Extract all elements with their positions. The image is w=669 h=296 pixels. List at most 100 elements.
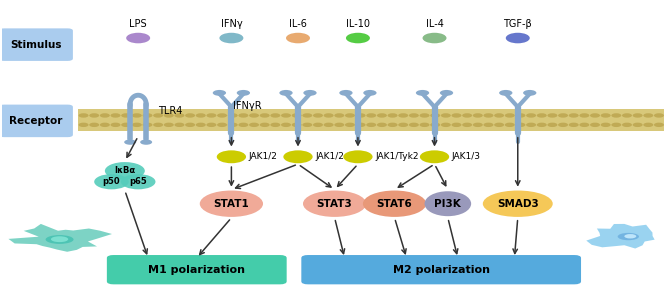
Ellipse shape bbox=[617, 233, 639, 240]
Circle shape bbox=[505, 113, 514, 118]
Circle shape bbox=[302, 113, 312, 118]
Circle shape bbox=[409, 113, 419, 118]
Circle shape bbox=[452, 113, 462, 118]
Circle shape bbox=[100, 123, 110, 127]
Circle shape bbox=[121, 123, 131, 127]
Circle shape bbox=[142, 113, 153, 118]
Circle shape bbox=[292, 113, 302, 118]
Circle shape bbox=[303, 90, 316, 96]
Circle shape bbox=[207, 123, 216, 127]
Circle shape bbox=[409, 123, 419, 127]
Circle shape bbox=[260, 123, 270, 127]
Circle shape bbox=[249, 123, 259, 127]
Polygon shape bbox=[586, 224, 655, 249]
Ellipse shape bbox=[45, 235, 74, 244]
Circle shape bbox=[387, 123, 397, 127]
Circle shape bbox=[217, 123, 227, 127]
Text: IFNγ: IFNγ bbox=[221, 19, 242, 29]
Circle shape bbox=[153, 113, 163, 118]
Circle shape bbox=[601, 123, 611, 127]
Circle shape bbox=[537, 113, 547, 118]
Text: JAK1/2: JAK1/2 bbox=[249, 152, 278, 161]
Circle shape bbox=[142, 123, 153, 127]
Text: IFNγR: IFNγR bbox=[233, 101, 262, 111]
Text: M1 polarization: M1 polarization bbox=[149, 265, 246, 275]
Circle shape bbox=[579, 113, 589, 118]
Text: STAT6: STAT6 bbox=[377, 199, 412, 209]
Circle shape bbox=[537, 123, 547, 127]
Text: Receptor: Receptor bbox=[9, 116, 62, 126]
Circle shape bbox=[579, 123, 589, 127]
Circle shape bbox=[121, 113, 131, 118]
Circle shape bbox=[356, 113, 365, 118]
Circle shape bbox=[313, 123, 323, 127]
Text: PI3K: PI3K bbox=[434, 199, 461, 209]
Circle shape bbox=[313, 113, 323, 118]
Circle shape bbox=[324, 123, 334, 127]
Text: TGF-β: TGF-β bbox=[503, 19, 532, 29]
Circle shape bbox=[249, 113, 259, 118]
Circle shape bbox=[494, 123, 504, 127]
Circle shape bbox=[260, 113, 270, 118]
Circle shape bbox=[484, 113, 494, 118]
Circle shape bbox=[569, 123, 579, 127]
Circle shape bbox=[398, 113, 408, 118]
Circle shape bbox=[94, 174, 129, 189]
Circle shape bbox=[185, 113, 195, 118]
Circle shape bbox=[430, 113, 440, 118]
Text: IκBα: IκBα bbox=[114, 166, 135, 175]
Text: M2 polarization: M2 polarization bbox=[393, 265, 490, 275]
Text: JAK1/Tyk2: JAK1/Tyk2 bbox=[375, 152, 419, 161]
Text: JAK1/2: JAK1/2 bbox=[315, 152, 344, 161]
Text: p65: p65 bbox=[129, 177, 147, 186]
Circle shape bbox=[484, 123, 494, 127]
Circle shape bbox=[473, 113, 483, 118]
Text: TLR4: TLR4 bbox=[158, 106, 183, 116]
Circle shape bbox=[334, 123, 345, 127]
Ellipse shape bbox=[425, 191, 471, 216]
Circle shape bbox=[590, 113, 600, 118]
Circle shape bbox=[185, 123, 195, 127]
Circle shape bbox=[644, 123, 654, 127]
Circle shape bbox=[343, 150, 373, 163]
Circle shape bbox=[590, 123, 600, 127]
Circle shape bbox=[324, 113, 334, 118]
Text: IL-6: IL-6 bbox=[289, 19, 307, 29]
Circle shape bbox=[633, 123, 643, 127]
Circle shape bbox=[284, 150, 312, 163]
Circle shape bbox=[473, 123, 483, 127]
Circle shape bbox=[601, 113, 611, 118]
Circle shape bbox=[345, 123, 355, 127]
Circle shape bbox=[452, 123, 462, 127]
Circle shape bbox=[420, 150, 449, 163]
Circle shape bbox=[124, 139, 136, 145]
Circle shape bbox=[105, 162, 145, 180]
Circle shape bbox=[286, 33, 310, 43]
Circle shape bbox=[611, 113, 622, 118]
Circle shape bbox=[89, 123, 99, 127]
Circle shape bbox=[430, 123, 440, 127]
Circle shape bbox=[100, 113, 110, 118]
Circle shape bbox=[132, 113, 142, 118]
Circle shape bbox=[654, 113, 664, 118]
FancyBboxPatch shape bbox=[301, 255, 581, 284]
Circle shape bbox=[110, 123, 120, 127]
Circle shape bbox=[499, 90, 512, 96]
Circle shape bbox=[227, 113, 237, 118]
Circle shape bbox=[292, 123, 302, 127]
Circle shape bbox=[363, 90, 377, 96]
Circle shape bbox=[78, 113, 88, 118]
Text: STAT3: STAT3 bbox=[316, 199, 353, 209]
Circle shape bbox=[547, 113, 557, 118]
Circle shape bbox=[611, 123, 622, 127]
Ellipse shape bbox=[483, 191, 553, 217]
Circle shape bbox=[207, 113, 216, 118]
Circle shape bbox=[558, 113, 568, 118]
Circle shape bbox=[419, 123, 429, 127]
Circle shape bbox=[281, 123, 291, 127]
Circle shape bbox=[110, 113, 120, 118]
Circle shape bbox=[219, 33, 244, 43]
Circle shape bbox=[506, 33, 530, 43]
Circle shape bbox=[175, 113, 185, 118]
Circle shape bbox=[164, 113, 174, 118]
